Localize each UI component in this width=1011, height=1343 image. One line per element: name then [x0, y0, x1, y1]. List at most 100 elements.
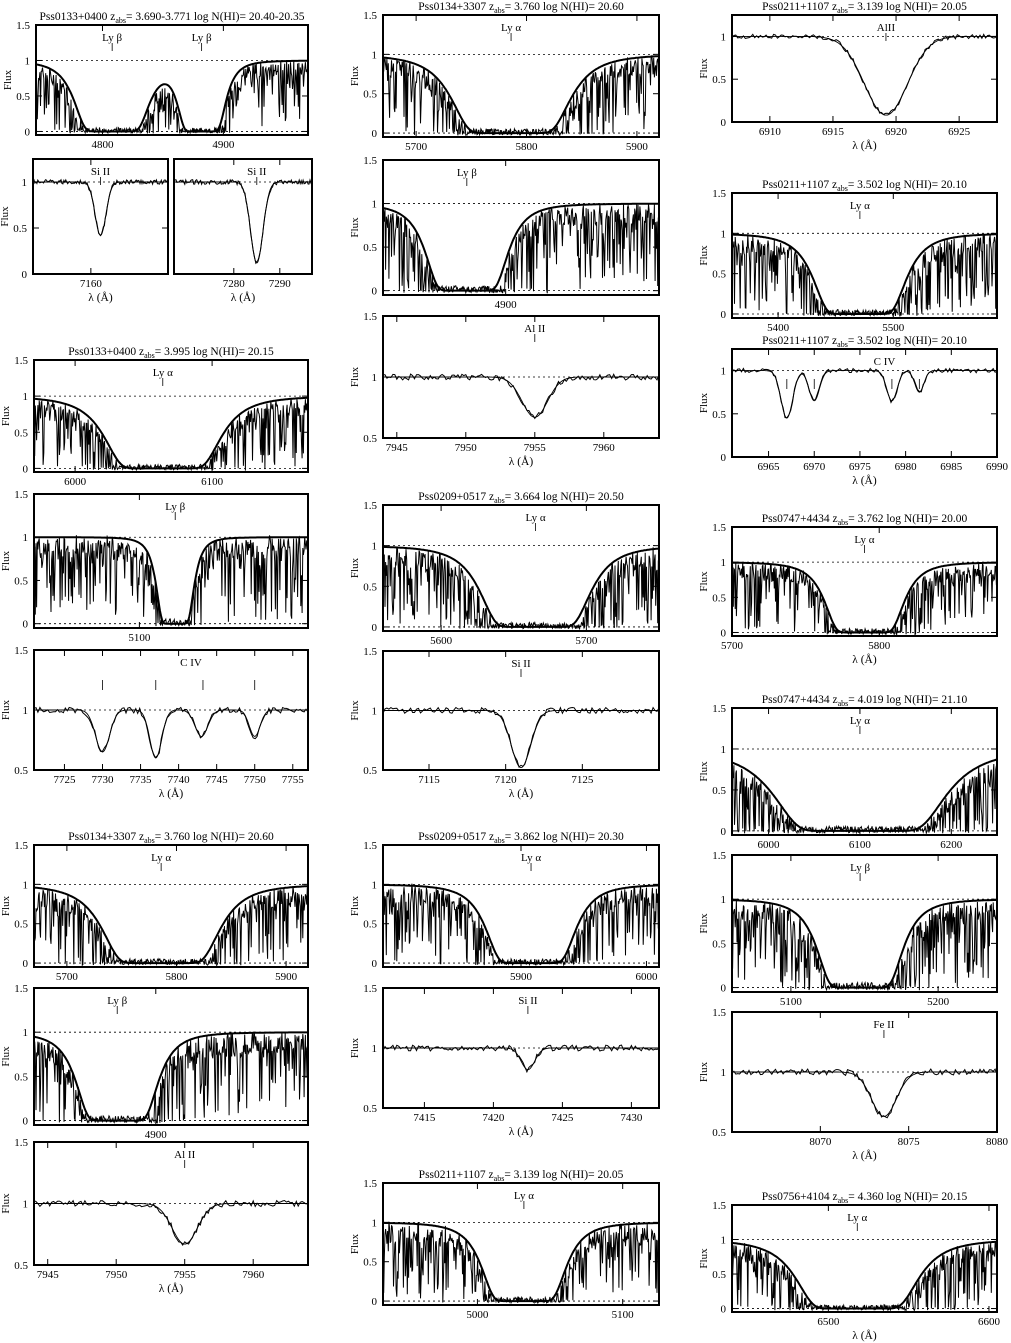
x-axis-label: λ (Å)	[509, 786, 534, 800]
voigt-fit	[732, 758, 997, 832]
x-axis-label: λ (Å)	[159, 786, 184, 800]
y-tick-label: 0	[23, 619, 29, 631]
x-tick-label: 7280	[223, 278, 246, 290]
y-tick-label: 1.5	[363, 646, 377, 658]
spectrum-data	[732, 1068, 997, 1119]
voigt-fit	[732, 898, 997, 989]
x-axis-label: λ (Å)	[159, 1281, 184, 1295]
panel-12: Al II 0.5 1 1.5 7945 7950 7955 7960 Flux λ (Å)	[0, 1137, 309, 1295]
y-tick-label: 1	[372, 1217, 378, 1229]
x-axis-label: λ (Å)	[852, 652, 877, 666]
panel-14: Si II 0.5 1 1.5 7115 7120 7125 Flux λ (Å)	[349, 646, 660, 800]
spectrum-data	[732, 1241, 997, 1312]
x-tick-label: 6000	[635, 971, 658, 983]
voigt-fit	[36, 59, 308, 133]
y-tick-label: 1.5	[712, 522, 726, 534]
y-tick-label: 0.5	[712, 938, 726, 950]
y-tick-label: 0	[22, 269, 28, 281]
voigt-fit	[383, 55, 659, 135]
panel-2: Si II 0 0.5 1 7160 Flux λ (Å)	[0, 158, 169, 304]
panel-title: Pss0134+3307 zabs= 3.760 log N(HI)= 20.6…	[68, 831, 274, 845]
ion-label: Ly β	[850, 862, 870, 874]
y-tick-label: 1	[721, 744, 727, 756]
y-tick-label: 1.5	[363, 1178, 377, 1190]
y-tick-label: 1	[23, 1027, 29, 1039]
voigt-fit	[732, 561, 997, 634]
x-tick-label: 5700	[721, 640, 744, 652]
y-tick-label: 1.5	[363, 840, 377, 852]
x-tick-label: 6920	[885, 126, 908, 138]
x-tick-label: 5700	[405, 141, 428, 153]
panel-frame	[382, 1182, 660, 1306]
y-axis-label: Flux	[0, 895, 12, 916]
spectrum-data	[383, 1221, 659, 1305]
x-tick-label: 7955	[174, 1269, 197, 1281]
panel-9: Al II 0.5 1 1.5 7945 7950 7955 7960 Flux λ (Å)	[349, 311, 660, 468]
panel-frame	[32, 158, 169, 275]
x-tick-label: 4900	[495, 299, 518, 311]
y-tick-label: 0.5	[712, 409, 726, 421]
spectrum-data	[732, 562, 997, 636]
panel-8: Ly β 0 0.5 1 1.5 4900 Flux	[349, 155, 660, 311]
y-axis-label: Flux	[349, 557, 361, 578]
panel-frame	[35, 24, 309, 136]
x-axis-label: λ (Å)	[852, 473, 877, 487]
x-tick-label: 7125	[571, 774, 594, 786]
voigt-fit	[34, 885, 308, 965]
x-tick-label: 5200	[927, 996, 950, 1008]
x-tick-label: 6600	[978, 1316, 1001, 1328]
x-tick-label: 4900	[145, 1129, 168, 1141]
x-tick-label: 4800	[91, 139, 114, 151]
x-tick-label: 6925	[948, 126, 971, 138]
panel-title: Pss0756+4104 zabs= 4.360 log N(HI)= 20.1…	[762, 1191, 968, 1205]
y-tick-label: 1	[23, 705, 29, 717]
ion-label: Ly β	[165, 501, 185, 513]
y-axis-label: Flux	[349, 895, 361, 916]
panel-frame	[33, 493, 309, 629]
voigt-fit	[34, 1031, 308, 1122]
y-tick-label: 1.5	[712, 1200, 726, 1212]
ion-label: Ly β	[457, 167, 477, 179]
x-tick-label: 6915	[822, 126, 845, 138]
y-tick-label: 0	[372, 286, 378, 298]
x-tick-label: 5700	[575, 635, 598, 647]
y-tick-label: 0	[721, 1304, 727, 1316]
x-tick-label: 8080	[986, 1136, 1009, 1148]
spectrum-data	[383, 373, 659, 420]
x-tick-label: 6910	[759, 126, 782, 138]
y-tick-label: 0	[372, 622, 378, 634]
y-tick-label: 0.5	[14, 575, 28, 587]
y-tick-label: 1	[23, 532, 29, 544]
voigt-fit	[34, 396, 308, 470]
panel-frame	[731, 854, 998, 993]
voigt-fit	[732, 233, 997, 315]
x-tick-label: 6000	[64, 476, 87, 488]
ion-label: Si II	[511, 658, 531, 670]
panel-7: Pss0134+3307 zabs= 3.760 log N(HI)= 20.6…	[349, 1, 660, 153]
y-tick-label: 1	[372, 706, 378, 718]
y-tick-label: 0.5	[14, 765, 28, 777]
x-tick-label: 6965	[758, 461, 781, 473]
panel-4: Pss0133+0400 zabs= 3.995 log N(HI)= 20.1…	[0, 346, 309, 488]
spectrum-data	[34, 706, 308, 759]
spectrum-data	[33, 178, 168, 237]
y-axis-label: Flux	[698, 571, 710, 592]
panel-title: Pss0133+0400 zabs= 3.690-3.771 log N(HI)…	[40, 11, 305, 25]
y-axis-label: Flux	[698, 913, 710, 934]
voigt-fit	[383, 202, 659, 292]
x-tick-label: 8070	[809, 1136, 832, 1148]
y-tick-label: 0.5	[16, 91, 30, 103]
voigt-fit	[174, 181, 312, 264]
ion-label: Ly α	[850, 200, 870, 212]
ion-label: Ly α	[525, 512, 545, 524]
x-tick-label: 7160	[80, 278, 103, 290]
ion-label: Si II	[247, 166, 267, 178]
x-axis-label: λ (Å)	[509, 454, 534, 468]
panel-frame	[33, 844, 309, 968]
x-tick-label: 7945	[386, 442, 409, 454]
x-tick-label: 5100	[780, 996, 803, 1008]
y-tick-label: 0	[25, 126, 31, 138]
y-tick-label: 0	[372, 958, 378, 970]
x-tick-label: 7120	[495, 774, 518, 786]
